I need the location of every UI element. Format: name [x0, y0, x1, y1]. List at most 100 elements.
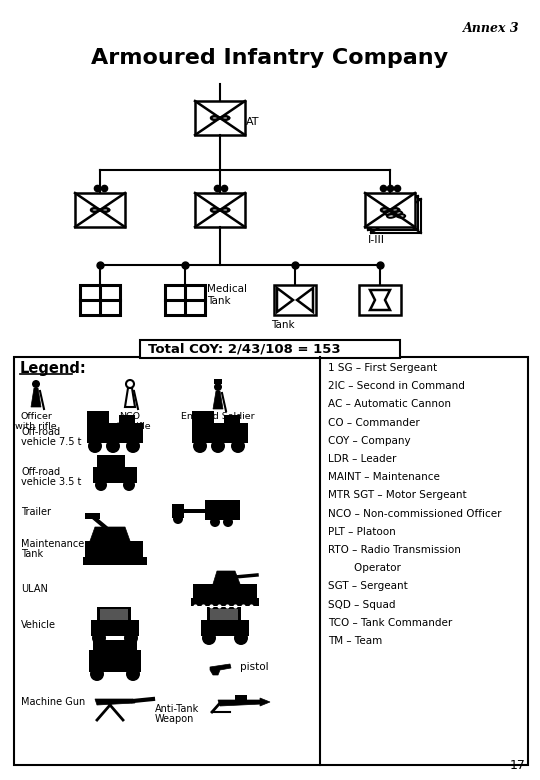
Text: PLT – Platoon: PLT – Platoon: [328, 526, 396, 537]
Bar: [14, 357, 528, 765]
Text: LDR – Leader: LDR – Leader: [328, 454, 396, 464]
Circle shape: [223, 517, 233, 527]
Bar: [85, 513, 100, 519]
Text: 1 SG – First Sergeant: 1 SG – First Sergeant: [328, 363, 437, 373]
Circle shape: [106, 439, 120, 453]
Bar: [97, 455, 125, 470]
Bar: [191, 598, 259, 606]
Circle shape: [126, 380, 134, 388]
Circle shape: [231, 439, 245, 453]
Circle shape: [234, 631, 248, 645]
Bar: [93, 640, 137, 654]
Bar: [195, 101, 245, 135]
Text: ULAN: ULAN: [21, 584, 48, 594]
Circle shape: [210, 517, 220, 527]
Circle shape: [173, 514, 183, 524]
Polygon shape: [90, 527, 130, 541]
Text: MAINT – Maintenance: MAINT – Maintenance: [328, 472, 440, 482]
Text: TM – Team: TM – Team: [328, 636, 382, 646]
Text: RTO – Radio Transmission: RTO – Radio Transmission: [328, 545, 461, 555]
Text: Legend:: Legend:: [20, 361, 87, 376]
Bar: [371, 199, 421, 233]
Bar: [80, 285, 120, 315]
Circle shape: [124, 631, 138, 645]
Bar: [97, 607, 131, 623]
Bar: [87, 423, 143, 443]
Bar: [165, 285, 205, 315]
Bar: [119, 415, 135, 429]
Text: Annex 3: Annex 3: [463, 22, 520, 35]
Text: TCO – Tank Commander: TCO – Tank Commander: [328, 618, 453, 628]
Text: Trailer: Trailer: [21, 507, 51, 517]
Text: COY – Company: COY – Company: [328, 436, 410, 446]
Text: Armoured Infantry Company: Armoured Infantry Company: [91, 48, 449, 68]
Circle shape: [123, 479, 135, 491]
Bar: [193, 584, 257, 600]
Text: Tank: Tank: [271, 320, 295, 330]
Bar: [205, 500, 240, 520]
Text: AT: AT: [246, 117, 260, 127]
Bar: [93, 467, 137, 483]
Polygon shape: [210, 664, 231, 675]
Text: Medical
Tank: Medical Tank: [207, 284, 247, 307]
Circle shape: [193, 439, 207, 453]
Text: Enlisted Soldier
with rifle: Enlisted Soldier with rifle: [181, 412, 255, 431]
Text: Machine Gun: Machine Gun: [21, 697, 85, 707]
Bar: [83, 557, 147, 565]
Circle shape: [88, 439, 102, 453]
Circle shape: [214, 383, 222, 391]
Circle shape: [202, 631, 216, 645]
Text: Off-road
vehicle 7.5 t: Off-road vehicle 7.5 t: [21, 427, 82, 448]
Circle shape: [92, 631, 106, 645]
Polygon shape: [125, 388, 135, 407]
Bar: [365, 193, 415, 227]
Circle shape: [95, 479, 107, 491]
Bar: [224, 415, 240, 429]
Bar: [140, 340, 400, 358]
Text: SQD – Squad: SQD – Squad: [328, 600, 395, 610]
Bar: [85, 541, 143, 559]
Text: Off-road
vehicle 3.5 t: Off-road vehicle 3.5 t: [21, 466, 82, 488]
Polygon shape: [31, 388, 41, 407]
Bar: [201, 620, 249, 636]
Bar: [274, 285, 316, 315]
Text: 17: 17: [510, 759, 526, 772]
Text: Vehicle: Vehicle: [21, 620, 56, 630]
Text: I-III: I-III: [368, 235, 385, 245]
Bar: [100, 609, 128, 620]
Bar: [87, 411, 109, 431]
Text: Anti-Tank
Weapon: Anti-Tank Weapon: [155, 704, 199, 725]
Bar: [359, 285, 401, 315]
Text: CO – Commander: CO – Commander: [328, 417, 420, 427]
Polygon shape: [213, 391, 223, 409]
Bar: [368, 196, 418, 230]
Bar: [235, 695, 247, 700]
Circle shape: [32, 380, 40, 388]
Text: Officer
with rifle: Officer with rifle: [15, 412, 57, 431]
Polygon shape: [218, 700, 262, 706]
Text: MTR SGT – Motor Sergeant: MTR SGT – Motor Sergeant: [328, 491, 467, 501]
Bar: [207, 607, 241, 623]
Polygon shape: [95, 699, 135, 705]
Bar: [192, 411, 214, 431]
Circle shape: [211, 439, 225, 453]
Bar: [214, 379, 222, 384]
Circle shape: [126, 439, 140, 453]
Bar: [210, 609, 238, 620]
Text: pistol: pistol: [240, 662, 268, 672]
Bar: [75, 193, 125, 227]
Polygon shape: [213, 571, 240, 584]
Text: Total COY: 2/43/108 = 153: Total COY: 2/43/108 = 153: [148, 342, 341, 356]
Polygon shape: [260, 698, 270, 706]
Text: Operator: Operator: [328, 563, 401, 573]
Bar: [192, 423, 248, 443]
Bar: [89, 650, 141, 672]
Text: 2IC – Second in Command: 2IC – Second in Command: [328, 381, 465, 392]
Bar: [91, 620, 139, 636]
Text: AC – Automatic Cannon: AC – Automatic Cannon: [328, 399, 451, 410]
Bar: [182, 509, 207, 513]
Text: Maintenance
Tank: Maintenance Tank: [21, 539, 84, 559]
Text: NCO – Non-commissioned Officer: NCO – Non-commissioned Officer: [328, 509, 502, 519]
Circle shape: [126, 667, 140, 681]
Text: NCO
with rifle: NCO with rifle: [109, 412, 151, 431]
